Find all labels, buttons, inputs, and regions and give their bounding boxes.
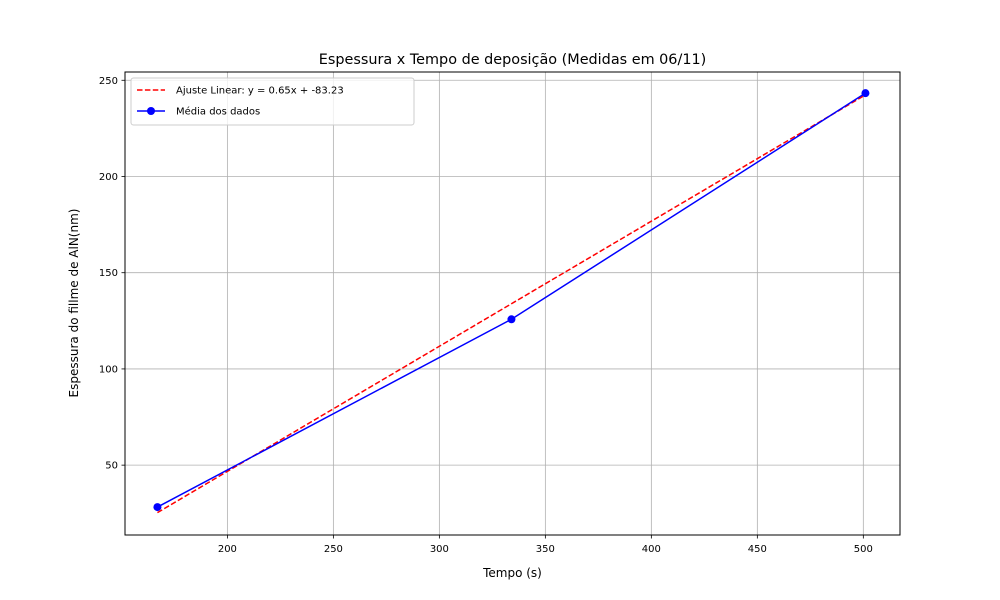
data-point xyxy=(507,315,516,324)
y-tick-label: 50 xyxy=(105,461,118,472)
y-tick-label: 100 xyxy=(99,364,118,375)
x-tick-label: 400 xyxy=(642,544,661,555)
x-tick-label: 200 xyxy=(218,544,237,555)
x-tick-label: 500 xyxy=(854,544,873,555)
x-tick-label: 250 xyxy=(324,544,343,555)
x-axis-ticks: 200 250 300 350 400 450 500 xyxy=(218,535,873,555)
x-tick-label: 450 xyxy=(748,544,767,555)
grid xyxy=(125,72,900,535)
data-point xyxy=(153,503,162,512)
y-tick-label: 250 xyxy=(99,76,118,87)
chart-title: Espessura x Tempo de deposição (Medidas … xyxy=(319,52,707,68)
fit-line xyxy=(157,94,866,514)
legend: Ajuste Linear: y = 0.65x + -83.23 Média d… xyxy=(130,77,415,126)
y-tick-label: 200 xyxy=(99,172,118,183)
y-tick-label: 150 xyxy=(99,268,118,279)
y-axis-title: Espessura do fillme de AlN(nm) xyxy=(67,209,81,398)
legend-marker xyxy=(147,107,155,115)
data-point xyxy=(861,89,870,98)
series-layer xyxy=(153,89,870,514)
x-tick-label: 300 xyxy=(430,544,449,555)
legend-label-data: Média dos dados xyxy=(176,106,260,118)
legend-label-fit: Ajuste Linear: y = 0.65x + -83.23 xyxy=(176,86,344,97)
x-tick-label: 350 xyxy=(536,544,555,555)
y-axis-ticks: 50 100 150 200 250 xyxy=(99,76,125,472)
legend-box xyxy=(130,77,415,126)
plot-area-frame xyxy=(124,71,901,536)
x-axis-title: Tempo (s) xyxy=(482,566,542,580)
